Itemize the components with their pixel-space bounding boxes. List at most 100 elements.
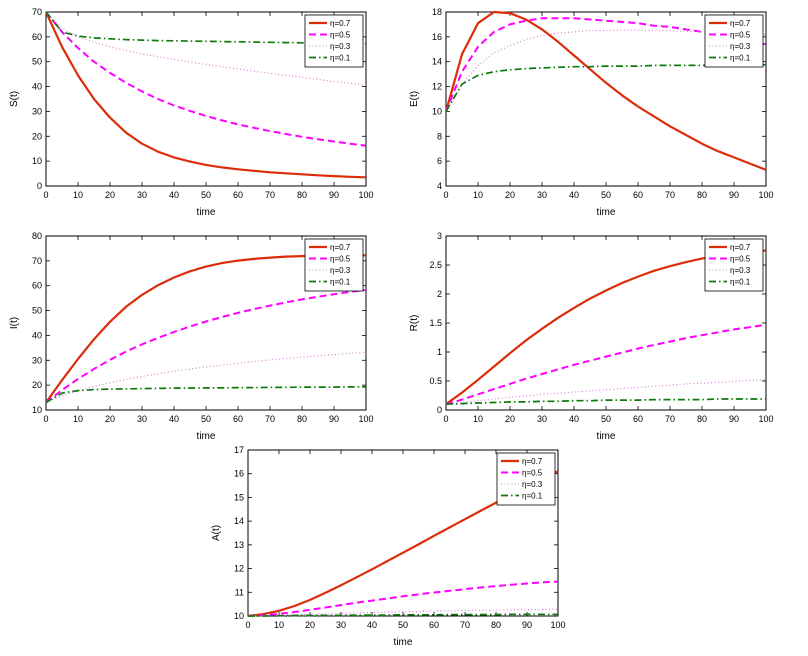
x-axis-label: time xyxy=(394,637,413,648)
chart-canvas-S: 0 10 20 30 40 50 60 70 80 90 100 0 10 20 30 40 50 60 70 η=0… xyxy=(9,7,374,218)
x-tick-label: 100 xyxy=(758,190,773,200)
y-tick-label: 1 xyxy=(437,347,442,357)
x-tick-label: 30 xyxy=(537,414,547,424)
y-tick-label: 20 xyxy=(32,380,42,390)
y-tick-label: 0 xyxy=(437,405,442,415)
y-tick-label: 2 xyxy=(437,289,442,299)
x-tick-label: 20 xyxy=(105,190,115,200)
legend-label: η=0.1 xyxy=(522,492,543,501)
x-tick-label: 100 xyxy=(550,620,565,630)
y-tick-label: 70 xyxy=(32,256,42,266)
x-tick-label: 70 xyxy=(265,190,275,200)
legend-label: η=0.3 xyxy=(522,480,543,489)
y-tick-label: 10 xyxy=(32,156,42,166)
y-tick-label: 30 xyxy=(32,355,42,365)
x-tick-label: 0 xyxy=(443,190,448,200)
x-tick-label: 10 xyxy=(473,190,483,200)
y-tick-label: 8 xyxy=(437,131,442,141)
x-tick-label: 0 xyxy=(443,414,448,424)
x-tick-label: 30 xyxy=(137,414,147,424)
x-tick-label: 80 xyxy=(697,414,707,424)
y-tick-label: 16 xyxy=(234,469,244,479)
y-tick-label: 6 xyxy=(437,156,442,166)
x-tick-label: 90 xyxy=(729,414,739,424)
y-tick-label: 16 xyxy=(432,32,442,42)
y-tick-label: 14 xyxy=(234,516,244,526)
x-tick-label: 50 xyxy=(601,414,611,424)
x-tick-label: 20 xyxy=(505,414,515,424)
x-tick-label: 0 xyxy=(245,620,250,630)
y-tick-label: 10 xyxy=(432,106,442,116)
series-line-eta-0.5 xyxy=(445,323,767,406)
legend-label: η=0.3 xyxy=(730,266,751,275)
y-tick-label: 15 xyxy=(234,492,244,502)
y-tick-label: 40 xyxy=(32,82,42,92)
legend-label: η=0.7 xyxy=(522,457,543,466)
legend-label: η=0.5 xyxy=(330,31,351,40)
legend-label: η=0.1 xyxy=(730,54,751,63)
subplot-A-of-t: 0 10 20 30 40 50 60 70 80 90 100 10 11 12 13 14 15 16 17 η=… xyxy=(208,442,568,656)
x-tick-label: 60 xyxy=(633,190,643,200)
subplot-I-of-t: 0 10 20 30 40 50 60 70 80 90 100 10 20 30 40 50 60 70 80 η=… xyxy=(6,228,376,451)
x-tick-label: 30 xyxy=(537,190,547,200)
y-tick-label: 14 xyxy=(432,57,442,67)
x-tick-label: 40 xyxy=(569,190,579,200)
x-axis-label: time xyxy=(197,431,216,442)
y-tick-label: 50 xyxy=(32,306,42,316)
x-tick-label: 50 xyxy=(201,414,211,424)
series-line-eta-0.7 xyxy=(45,11,367,179)
chart-canvas-A: 0 10 20 30 40 50 60 70 80 90 1001011121314151617η=… xyxy=(211,445,566,648)
y-tick-label: 10 xyxy=(32,405,42,415)
x-tick-label: 20 xyxy=(305,620,315,630)
x-tick-label: 50 xyxy=(601,190,611,200)
series-line-eta-0.1 xyxy=(445,398,766,406)
x-tick-label: 0 xyxy=(43,190,48,200)
legend-label: η=0.7 xyxy=(730,19,751,28)
x-tick-label: 50 xyxy=(201,190,211,200)
x-tick-label: 60 xyxy=(429,620,439,630)
chart-canvas-I: 0 10 20 30 40 50 60 70 80 90 1001020304050607080η=… xyxy=(9,231,374,442)
x-axis-label: time xyxy=(597,431,616,442)
series-line-eta-0.3 xyxy=(45,351,367,404)
y-tick-label: 40 xyxy=(32,330,42,340)
series-line-eta-0.1 xyxy=(445,63,766,112)
legend-label: η=0.5 xyxy=(730,31,751,40)
x-tick-label: 90 xyxy=(329,190,339,200)
x-tick-label: 90 xyxy=(729,190,739,200)
x-tick-label: 0 xyxy=(43,414,48,424)
series-line-eta-0.5 xyxy=(247,580,559,617)
series-line-eta-0.7 xyxy=(444,10,767,171)
legend-label: η=0.7 xyxy=(330,19,351,28)
legend-label: η=0.5 xyxy=(330,255,351,264)
y-tick-label: 17 xyxy=(234,445,244,455)
legend-label: η=0.7 xyxy=(330,243,351,252)
x-tick-label: 80 xyxy=(697,190,707,200)
series-line-eta-0.1 xyxy=(45,386,366,404)
y-tick-label: 60 xyxy=(32,281,42,291)
y-tick-label: 50 xyxy=(32,57,42,67)
y-tick-label: 12 xyxy=(234,564,244,574)
y-tick-label: 0 xyxy=(37,181,42,191)
subplot-E-of-t: 0 10 20 30 40 50 60 70 80 90 100 4 6 8 10 12 14 16 18 η=0.7… xyxy=(406,4,776,227)
subplot-S-of-t: 0 10 20 30 40 50 60 70 80 90 100 0 10 20 30 40 50 60 70 η=0… xyxy=(6,4,376,227)
chart-canvas-E: 0 10 20 30 40 50 60 70 80 90 100 4 6 8 10 12 14 16 18 η=0.7… xyxy=(409,7,774,218)
y-tick-label: 3 xyxy=(437,231,442,241)
x-tick-label: 80 xyxy=(297,414,307,424)
x-tick-label: 30 xyxy=(336,620,346,630)
x-tick-label: 60 xyxy=(233,414,243,424)
legend-label: η=0.5 xyxy=(730,255,751,264)
x-tick-label: 70 xyxy=(665,190,675,200)
x-tick-label: 40 xyxy=(569,414,579,424)
x-tick-label: 80 xyxy=(491,620,501,630)
x-axis-label: time xyxy=(597,207,616,218)
y-axis-label: I(t) xyxy=(9,317,20,329)
x-tick-label: 10 xyxy=(73,414,83,424)
y-tick-label: 20 xyxy=(32,131,42,141)
legend-label: η=0.3 xyxy=(730,42,751,51)
y-tick-label: 10 xyxy=(234,611,244,621)
x-tick-label: 80 xyxy=(297,190,307,200)
series-line-eta-0.5 xyxy=(445,17,767,112)
series-line-eta-0.3 xyxy=(45,11,367,86)
legend-label: η=0.5 xyxy=(522,469,543,478)
